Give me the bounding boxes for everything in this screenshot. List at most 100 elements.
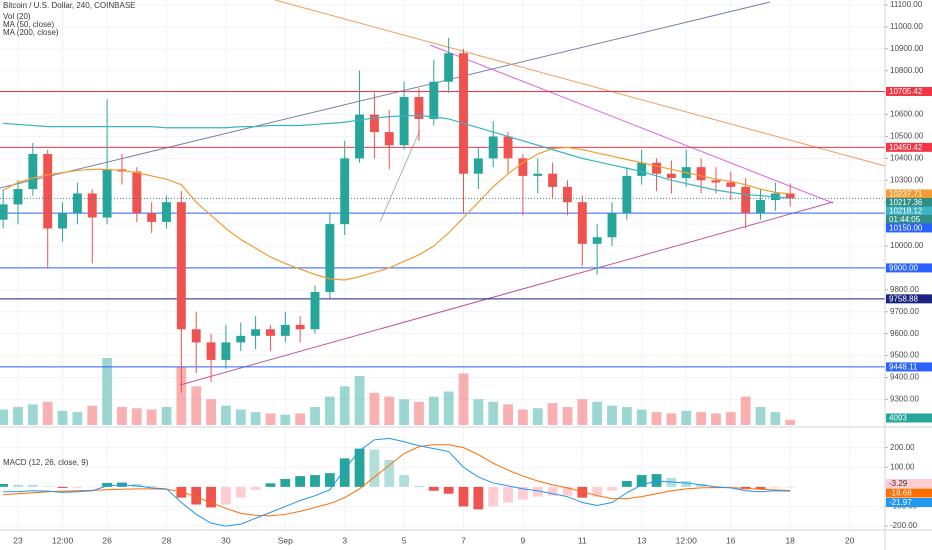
ma-line: [2, 146, 791, 281]
histogram-bar: [621, 480, 632, 487]
volume-bar: [310, 406, 320, 425]
histogram-bar: [280, 479, 291, 487]
legend-entry: MA (200, close): [3, 28, 59, 37]
candle-body: [58, 213, 68, 229]
trend-line: [0, 1, 771, 189]
price-label: 9900.00: [889, 263, 918, 272]
candle-body: [280, 324, 290, 336]
legend-entry: MA (50, close): [3, 20, 54, 29]
candle-body: [251, 329, 261, 336]
x-tick-label: 16: [726, 535, 736, 545]
histogram-bar: [547, 486, 558, 496]
candle-body: [147, 213, 157, 222]
histogram-bar: [770, 486, 781, 488]
signal-line: [3, 444, 791, 517]
x-tick-label: 3: [342, 535, 347, 545]
candle-body: [0, 204, 8, 220]
volume-bar: [235, 409, 246, 425]
histogram-bar: [532, 486, 543, 497]
volume-bar: [666, 413, 677, 425]
price-label: 01:44:05: [889, 215, 921, 224]
price-label: 10450.42: [889, 143, 923, 152]
price-label-box: [886, 206, 932, 216]
candle-body: [503, 136, 513, 159]
volume-bar: [577, 399, 588, 425]
candle-body: [310, 292, 320, 330]
candle-body: [102, 169, 112, 218]
volume-bar: [399, 399, 410, 425]
trend-line: [379, 129, 421, 223]
candle-body: [577, 202, 587, 244]
volume-bar: [42, 401, 53, 425]
volume-bar: [354, 376, 365, 425]
y-tick-label: 9700.00: [890, 307, 919, 316]
candle-body: [43, 154, 53, 229]
price-label: 10237.71: [889, 189, 923, 198]
candle-body: [399, 97, 409, 146]
volume-bar: [161, 406, 172, 425]
histogram-bar: [503, 486, 513, 503]
volume-bar: [220, 405, 231, 425]
candle-body: [444, 53, 454, 82]
volume-bar: [250, 412, 261, 425]
volume-bar: [696, 412, 707, 425]
candle-body: [666, 173, 676, 179]
y-tick-label: 10300.00: [890, 175, 924, 184]
price-label: -18.68: [889, 488, 912, 497]
histogram-bar: [27, 484, 38, 487]
x-tick-label: 26: [102, 535, 112, 545]
candle-body: [637, 162, 647, 176]
volume-bar: [428, 396, 439, 425]
x-tick-label: 30: [221, 535, 231, 545]
symbol-title: Bitcoin / U.S. Dollar, 240, COINBASE: [3, 1, 136, 10]
volume-bar: [636, 409, 647, 425]
candle-body: [622, 175, 632, 214]
drawings: [0, 0, 886, 386]
y-tick-label: 100.00: [890, 462, 915, 471]
volume-bar: [176, 367, 187, 425]
histogram-bar: [414, 485, 424, 487]
histogram-bar: [102, 482, 113, 487]
axis-labels: 10705.42 10450.42 10237.7110217.3610218.12…: [886, 87, 932, 508]
candle-body: [132, 171, 142, 214]
candle-body: [236, 335, 246, 343]
histogram-bar: [517, 486, 528, 500]
histogram-bar: [146, 485, 157, 487]
candle-body: [518, 158, 528, 176]
x-tick-label: 11: [578, 535, 587, 545]
candle-body: [488, 136, 498, 159]
y-tick-label: 10900.00: [890, 44, 924, 53]
x-tick-label: 5: [402, 535, 407, 545]
volume-bar: [621, 406, 632, 425]
y-tick-label: 11100.00: [890, 0, 923, 9]
histogram-bar: [428, 486, 439, 491]
candle-body: [176, 202, 186, 330]
volume-bar: [473, 399, 484, 425]
volume-bar: [414, 401, 424, 425]
volume-bar: [131, 408, 142, 425]
price-label-box: [886, 479, 932, 489]
volume-bar: [0, 409, 9, 425]
volume-bar: [711, 413, 721, 425]
y-tick-label: 9500.00: [890, 351, 919, 360]
legend-entry: Vol (20): [3, 12, 31, 21]
volume-layer: [0, 358, 796, 425]
volume-bar: [265, 413, 276, 425]
volume-bar: [13, 406, 23, 425]
volume-bar: [339, 386, 350, 425]
x-tick-label: 13: [637, 535, 647, 545]
price-label: 10217.36: [889, 198, 923, 207]
histogram-bar: [488, 486, 499, 507]
x-tick-label: 18: [785, 535, 795, 545]
histogram-bar: [235, 486, 246, 498]
histogram-bar: [250, 486, 261, 490]
histogram-bar: [354, 448, 365, 487]
histogram-bar: [785, 486, 796, 488]
price-label-box: [886, 197, 932, 207]
y-tick-label: 10400.00: [890, 153, 924, 162]
volume-bar: [146, 409, 157, 425]
volume-bar: [87, 405, 98, 425]
histogram-bar: [72, 486, 83, 488]
histogram-bar: [399, 475, 410, 487]
